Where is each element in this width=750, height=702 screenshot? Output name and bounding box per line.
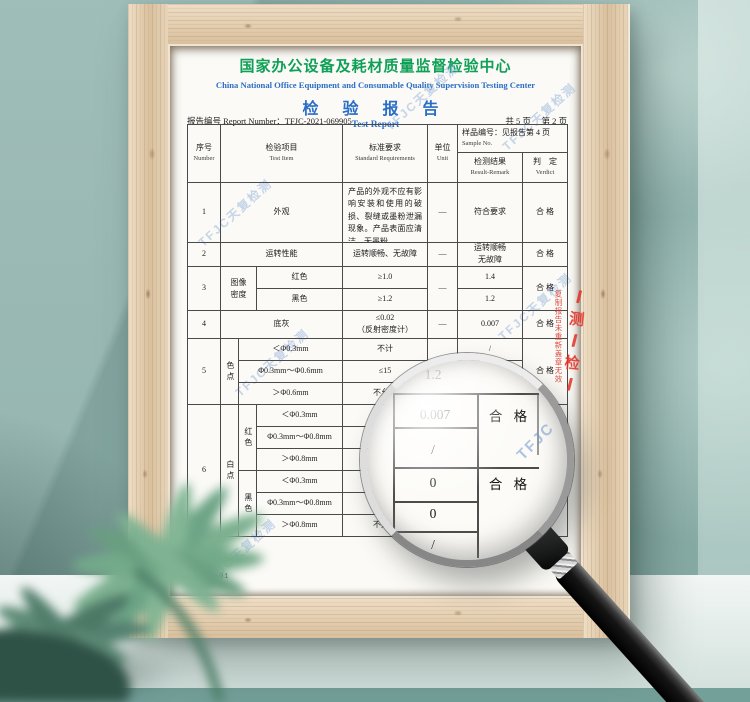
cell-r3-sub1-result: 1.4 [458,267,523,289]
report-title-en: Test Report [351,120,400,130]
cell-r4-result: 0.007 [458,311,523,339]
document-header: 国家办公设备及耗材质量监督检验中心 China National Office … [170,55,581,130]
cell-r1-standard: 产品的外观不应有影响安装和使用的破损、裂缝或墨粉泄漏现象。产品表面应清洁、无墨粉… [343,183,428,243]
cell-r6-item: 白点 [221,405,239,537]
cell-r2-standard: 运转顺畅、无故障 [343,243,428,267]
cell-r6-g1s2-label: Φ0.3mm～Φ0.8mm [257,427,343,449]
cell-r1-unit: — [428,183,458,243]
cell-r4-standard: ≤0.02 （反射密度计） [343,311,428,339]
header-sample-no: 样品编号：见报告第 4 页 Sample No. [458,125,568,153]
organization-name-cn: 国家办公设备及耗材质量监督检验中心 [239,59,512,75]
cell-r5-sub1-label: ＜Φ0.3mm [239,339,343,361]
report-meta-row: 报告编号 Report Number：TFJC-2021-069905 共 5 … [187,115,567,127]
cell-r3-sub2-standard: ≥1.2 [343,289,428,311]
cell-r3-sub2-result: 1.2 [458,289,523,311]
cell-r6-g1s3-label: ＞Φ0.8mm [257,449,343,471]
header-result: 检测结果 Result-Remark [458,153,523,183]
cell-r3-sub1-label: 红色 [257,267,343,289]
magnifying-glass: 1.2 0.007 合 格 / 0 合 格 0 / TFJC [360,353,574,567]
wall-right-strip [698,0,750,592]
frame-top-rail [128,4,630,44]
frame-right-rail [583,4,630,638]
header-item: 检验项目 Test Item [221,125,343,183]
page-info: 共 5 页 第 2 页 [505,116,567,126]
cell-r3-no: 3 [188,267,221,311]
cell-r2-no: 2 [188,243,221,267]
plant-reflection [0,636,180,702]
seal-bar [571,333,578,348]
cell-r6-g1s1-label: ＜Φ0.3mm [257,405,343,427]
cell-r2-verdict: 合 格 [523,243,568,267]
cell-r3-sub2-label: 黑色 [257,289,343,311]
header-number: 序号 Number [188,125,221,183]
report-title-cn: 检 验 报 告 [302,101,449,118]
cell-r3-item: 图像密度 [221,267,257,311]
cell-r4-item: 底灰 [221,311,343,339]
cell-r3-sub1-standard: ≥1.0 [343,267,428,289]
report-number: 报告编号 Report Number：TFJC-2021-069905 [187,116,352,126]
cell-r1-result: 符合要求 [458,183,523,243]
cell-r6-g2s3-label: ＞Φ0.8mm [257,515,343,537]
seal-bar [576,290,583,304]
cell-r3-unit: — [428,267,458,311]
cell-r5-sub2-label: Φ0.3mm～Φ0.6mm [239,361,343,383]
cell-r3-verdict: 合 格 [523,267,568,311]
organization-name-en: China National Office Equipment and Cons… [215,80,536,90]
cell-r6-no: 6 [188,405,221,537]
cell-r6-group2: 黑色 [239,471,257,537]
cell-r6-g2s1-label: ＜Φ0.3mm [257,471,343,493]
frame-left-rail [128,4,168,638]
cell-r5-item: 色点 [221,339,239,405]
seal-character: 测 [568,311,585,329]
cell-r4-verdict: 合 格 [523,311,568,339]
cell-r5-sub3-label: ＞Φ0.6mm [239,383,343,405]
header-verdict: 判 定 Verdict [523,153,568,183]
copy-invalid-stamp: 复制报告未重新盖章无效 测 检 [553,290,585,391]
cell-r2-unit: — [428,243,458,267]
cell-r1-no: 1 [188,183,221,243]
cell-r6-g2s2-label: Φ0.3mm～Φ0.8mm [257,493,343,515]
form-code: TFJC-BG-01 [179,573,230,581]
frame-bottom-rail [128,598,630,638]
header-standard: 标准要求 Standard Requirements [343,125,428,183]
header-unit: 单位 Unit [428,125,458,183]
cell-r6-group1: 红色 [239,405,257,471]
magnifier-rim [360,353,574,567]
cell-r1-item: 外观 [221,183,343,243]
cell-r2-result: 运转顺畅 无故障 [458,243,523,267]
cell-r4-unit: — [428,311,458,339]
cell-r2-item: 运转性能 [221,243,343,267]
stamp-text: 复制报告未重新盖章无效 [554,290,563,384]
cell-r5-no: 5 [188,339,221,405]
cell-r1-verdict: 合 格 [523,183,568,243]
cell-r4-no: 4 [188,311,221,339]
